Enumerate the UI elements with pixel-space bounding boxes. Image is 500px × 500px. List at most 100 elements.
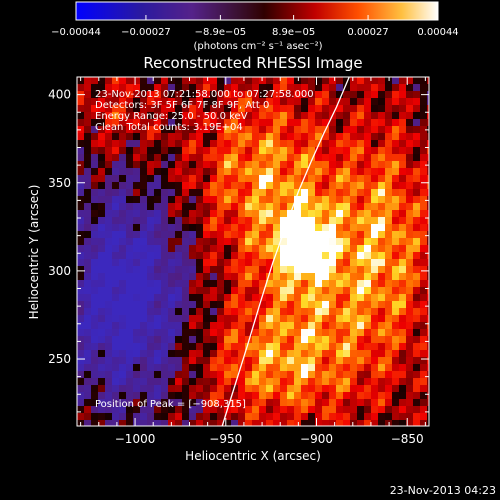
heatmap-cell — [294, 315, 301, 322]
heatmap-cell — [210, 315, 217, 322]
heatmap-cell — [322, 252, 329, 259]
heatmap-cell — [329, 224, 336, 231]
heatmap-cell — [140, 210, 147, 217]
heatmap-cell — [154, 294, 161, 301]
heatmap-cell — [315, 392, 322, 399]
heatmap-cell — [266, 259, 273, 266]
heatmap-cell — [364, 189, 371, 196]
heatmap-cell — [119, 252, 126, 259]
heatmap-cell — [287, 147, 294, 154]
heatmap-cell — [140, 77, 147, 84]
heatmap-cell — [392, 371, 399, 378]
heatmap-cell — [371, 287, 378, 294]
heatmap-cell — [147, 84, 154, 91]
heatmap-cell — [413, 133, 420, 140]
heatmap-cell — [77, 399, 84, 406]
heatmap-cell — [147, 273, 154, 280]
heatmap-cell — [147, 105, 154, 112]
heatmap-cell — [329, 238, 336, 245]
heatmap-cell — [378, 406, 385, 413]
heatmap-cell — [105, 84, 112, 91]
heatmap-cell — [168, 217, 175, 224]
heatmap-cell — [315, 196, 322, 203]
heatmap-cell — [427, 364, 429, 371]
heatmap-cell — [175, 413, 182, 420]
heatmap-cell — [175, 273, 182, 280]
heatmap-cell — [308, 126, 315, 133]
heatmap-cell — [259, 98, 266, 105]
heatmap-cell — [175, 420, 182, 426]
heatmap-cell — [266, 189, 273, 196]
heatmap-cell — [329, 182, 336, 189]
heatmap-cell — [259, 259, 266, 266]
heatmap-cell — [126, 91, 133, 98]
heatmap-cell — [350, 126, 357, 133]
heatmap-cell — [413, 294, 420, 301]
heatmap-cell — [371, 406, 378, 413]
heatmap-cell — [371, 259, 378, 266]
heatmap-cell — [287, 420, 294, 426]
heatmap-cell — [224, 378, 231, 385]
heatmap-cell — [378, 294, 385, 301]
heatmap-cell — [294, 147, 301, 154]
heatmap-cell — [77, 119, 84, 126]
heatmap-cell — [147, 364, 154, 371]
heatmap-cell — [238, 280, 245, 287]
heatmap-cell — [413, 168, 420, 175]
heatmap-cell — [301, 420, 308, 426]
heatmap-cell — [280, 315, 287, 322]
heatmap-cell — [427, 196, 429, 203]
heatmap-cell — [105, 231, 112, 238]
heatmap-cell — [413, 245, 420, 252]
heatmap-cell — [378, 203, 385, 210]
heatmap-cell — [259, 378, 266, 385]
heatmap-cell — [126, 119, 133, 126]
heatmap-cell — [406, 175, 413, 182]
heatmap-cell — [420, 196, 427, 203]
heatmap-cell — [371, 301, 378, 308]
annotation-method-counts: Clean Total counts: 3.19E+04 — [95, 122, 243, 133]
heatmap-cell — [210, 252, 217, 259]
heatmap-cell — [84, 364, 91, 371]
heatmap-cell — [105, 217, 112, 224]
heatmap-cell — [350, 203, 357, 210]
heatmap-cell — [371, 119, 378, 126]
heatmap-cell — [301, 364, 308, 371]
heatmap-cell — [203, 182, 210, 189]
heatmap-cell — [420, 238, 427, 245]
heatmap-cell — [350, 189, 357, 196]
heatmap-cell — [252, 399, 259, 406]
heatmap-cell — [280, 245, 287, 252]
heatmap-cell — [196, 84, 203, 91]
heatmap-cell — [350, 154, 357, 161]
heatmap-cell — [84, 315, 91, 322]
heatmap-cell — [280, 168, 287, 175]
heatmap-cell — [168, 91, 175, 98]
heatmap-cell — [140, 119, 147, 126]
heatmap-cell — [203, 420, 210, 426]
heatmap-cell — [133, 392, 140, 399]
heatmap-cell — [294, 294, 301, 301]
heatmap-cell — [322, 413, 329, 420]
heatmap-cell — [420, 203, 427, 210]
heatmap-cell — [385, 329, 392, 336]
heatmap-cell — [308, 385, 315, 392]
heatmap-cell — [168, 175, 175, 182]
heatmap-cell — [154, 98, 161, 105]
heatmap-cell — [266, 203, 273, 210]
heatmap-cell — [413, 315, 420, 322]
heatmap-cell — [84, 336, 91, 343]
heatmap-cell — [182, 301, 189, 308]
heatmap-cell — [245, 154, 252, 161]
heatmap-cell — [112, 84, 119, 91]
heatmap-cell — [210, 210, 217, 217]
heatmap-cell — [287, 385, 294, 392]
heatmap-cell — [217, 168, 224, 175]
heatmap-cell — [203, 140, 210, 147]
heatmap-cell — [126, 399, 133, 406]
heatmap-cell — [175, 133, 182, 140]
heatmap-cell — [203, 189, 210, 196]
heatmap-cell — [196, 203, 203, 210]
heatmap-cell — [420, 364, 427, 371]
heatmap-cell — [392, 161, 399, 168]
